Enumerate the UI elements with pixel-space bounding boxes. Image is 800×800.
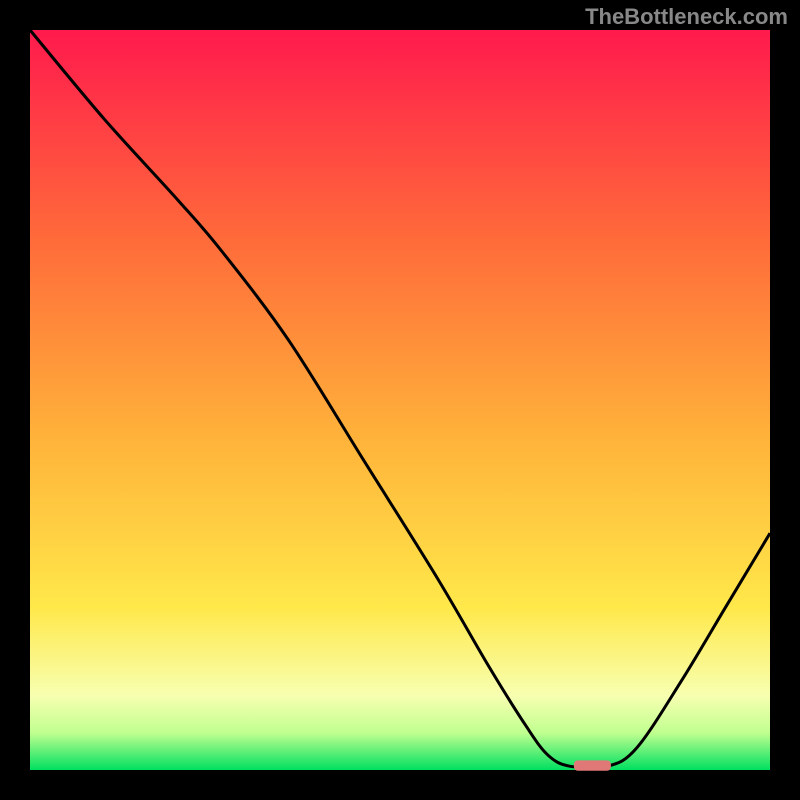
chart-container: TheBottleneck.com: [0, 0, 800, 800]
bottleneck-curve: [30, 30, 770, 768]
watermark-text: TheBottleneck.com: [585, 4, 788, 30]
optimal-marker: [574, 760, 611, 770]
chart-overlay: [0, 0, 800, 800]
